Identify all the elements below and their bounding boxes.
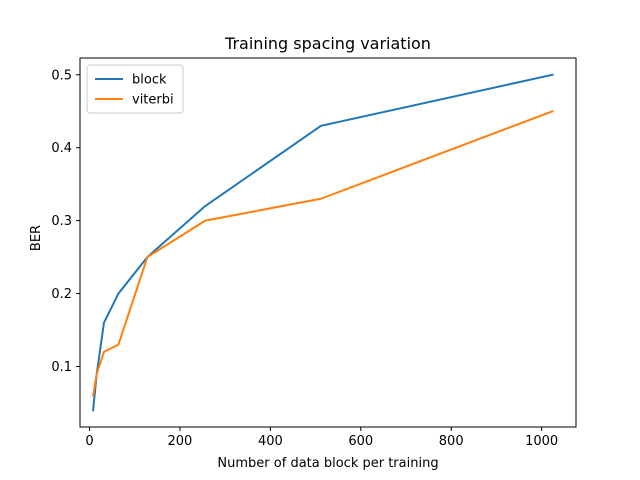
y-tick-label: 0.1: [51, 360, 72, 375]
legend: block viterbi: [86, 64, 184, 114]
series-line-block: [92, 73, 554, 412]
plot-area: [79, 57, 577, 428]
plot-frame: [79, 57, 577, 428]
y-tick-label: 0.5: [51, 68, 72, 83]
y-tick-label: 0.2: [51, 287, 72, 302]
x-axis-label: Number of data block per training: [217, 456, 438, 471]
chart-title: Training spacing variation: [224, 34, 431, 53]
x-tick-label: 400: [258, 434, 283, 449]
y-axis: 0.1 0.2 0.3 0.4 0.5: [51, 68, 80, 375]
x-tick-label: 1000: [525, 434, 558, 449]
legend-box: [86, 64, 184, 114]
series-line-viterbi: [91, 109, 554, 397]
x-tick-label: 800: [439, 434, 464, 449]
legend-label-viterbi: viterbi: [132, 93, 174, 108]
x-axis: 0 200 400 600 800 1000: [85, 427, 558, 449]
x-tick-label: 0: [85, 434, 93, 449]
legend-label-block: block: [132, 73, 167, 88]
x-tick-label: 600: [348, 434, 373, 449]
y-axis-label: BER: [29, 225, 44, 251]
x-tick-label: 200: [168, 434, 193, 449]
y-tick-label: 0.4: [51, 141, 72, 156]
y-tick-label: 0.3: [51, 214, 72, 229]
